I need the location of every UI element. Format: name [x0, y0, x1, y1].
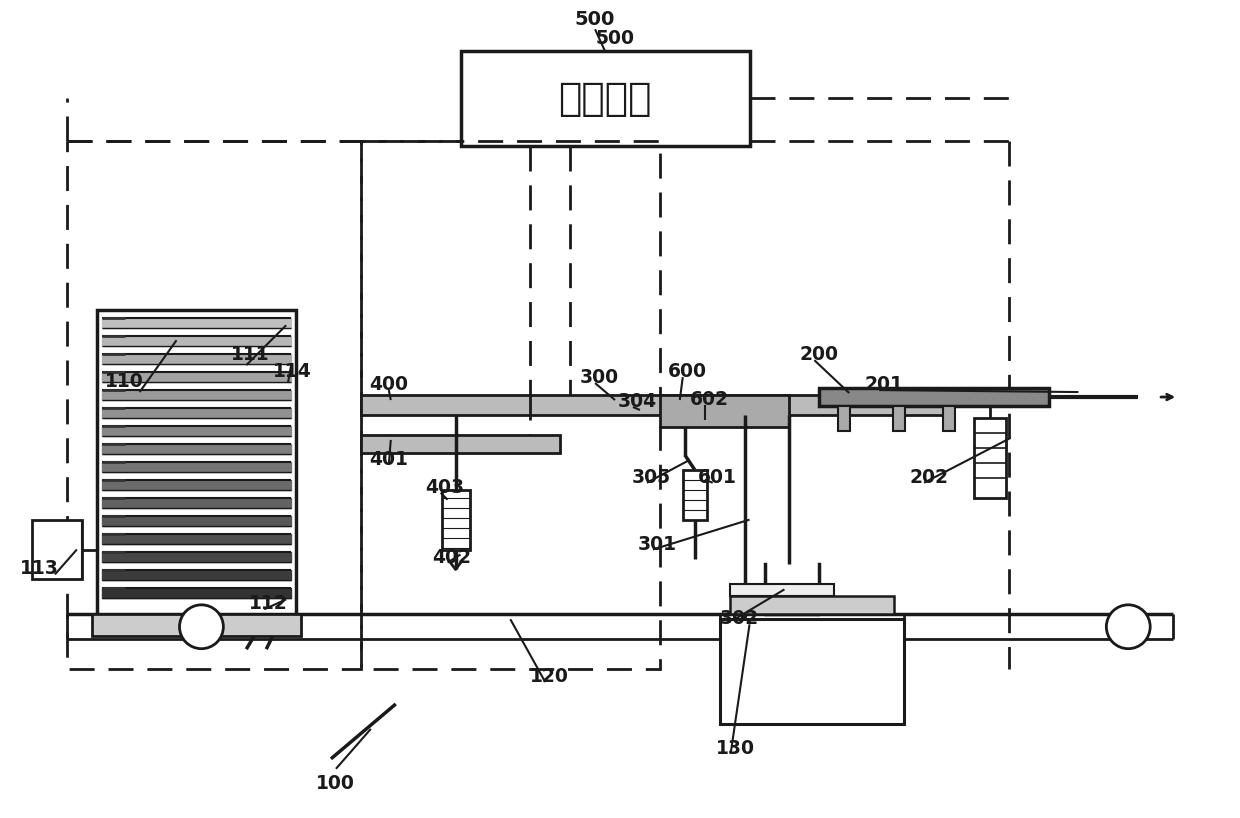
- Text: 130: 130: [715, 739, 755, 757]
- Text: 113: 113: [20, 560, 60, 578]
- Text: 200: 200: [800, 345, 838, 364]
- Text: 305: 305: [632, 468, 671, 487]
- Text: 114: 114: [273, 362, 312, 381]
- Circle shape: [1106, 605, 1151, 649]
- Bar: [67, 141, 361, 669]
- Text: 500: 500: [575, 11, 615, 29]
- Bar: [729, 596, 894, 614]
- Bar: [361, 435, 560, 453]
- Text: 202: 202: [909, 468, 949, 487]
- Text: 500: 500: [595, 29, 634, 48]
- Bar: [361, 395, 949, 415]
- Text: 110: 110: [104, 372, 144, 391]
- Bar: [32, 519, 82, 579]
- Bar: [729, 584, 835, 596]
- Text: 120: 120: [531, 667, 569, 686]
- Text: 304: 304: [618, 392, 657, 411]
- Text: 112: 112: [249, 595, 288, 614]
- Text: 201: 201: [864, 375, 903, 394]
- Circle shape: [180, 605, 223, 649]
- Text: 601: 601: [698, 468, 737, 487]
- Text: 602: 602: [689, 390, 729, 409]
- Text: 111: 111: [232, 345, 270, 364]
- Bar: [893, 406, 905, 431]
- Text: 400: 400: [368, 375, 408, 394]
- Text: 主控装置: 主控装置: [558, 79, 652, 118]
- Text: 403: 403: [425, 478, 465, 497]
- Bar: [460, 52, 749, 146]
- Bar: [361, 141, 660, 669]
- Text: 600: 600: [668, 362, 707, 381]
- Bar: [441, 490, 470, 550]
- Text: 300: 300: [580, 368, 619, 387]
- Text: 402: 402: [433, 547, 471, 567]
- Bar: [973, 418, 1006, 497]
- Text: 302: 302: [719, 609, 759, 628]
- Text: 100: 100: [316, 774, 355, 793]
- Bar: [660, 395, 790, 427]
- Bar: [820, 388, 1049, 406]
- Bar: [719, 619, 904, 724]
- Bar: [97, 310, 296, 614]
- Bar: [92, 614, 301, 636]
- Bar: [838, 406, 851, 431]
- Bar: [942, 406, 955, 431]
- Text: 301: 301: [637, 535, 677, 554]
- Text: 401: 401: [368, 450, 408, 469]
- Bar: [683, 470, 707, 519]
